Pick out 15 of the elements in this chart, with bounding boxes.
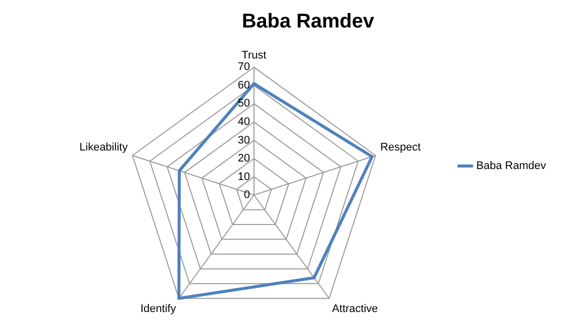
spoke-label: Likeability <box>79 141 128 154</box>
y-tick-label: 50 <box>238 98 250 110</box>
y-tick-label: 20 <box>238 152 250 165</box>
y-tick-label: 30 <box>238 134 250 146</box>
y-tick-label: 0 <box>244 189 250 202</box>
spoke-label: Identify <box>140 303 176 316</box>
legend-label: Baba Ramdev <box>476 160 546 172</box>
spoke-label: Trust <box>242 50 266 62</box>
chart-title: Baba Ramdev <box>242 10 376 33</box>
y-tick-label: 70 <box>238 61 250 74</box>
y-tick-label: 40 <box>238 116 250 128</box>
y-tick-label: 60 <box>238 79 250 92</box>
spoke-label: Attractive <box>332 303 378 316</box>
y-tick-label: 10 <box>238 170 250 183</box>
spoke-label: Respect <box>380 141 421 154</box>
